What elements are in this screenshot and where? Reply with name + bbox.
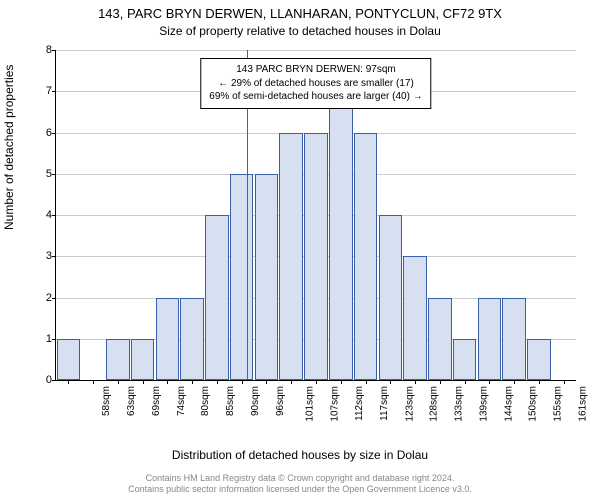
annotation-line-3: 69% of semi-detached houses are larger (… (209, 90, 422, 104)
chart-title-2: Size of property relative to detached ho… (0, 24, 600, 38)
histogram-bar (527, 339, 551, 380)
y-tick: 8 (36, 44, 52, 56)
y-tick: 0 (36, 374, 52, 386)
x-tickmark (316, 380, 317, 384)
histogram-bar (279, 133, 303, 381)
x-tickmark (143, 380, 144, 384)
x-tick: 139sqm (478, 386, 489, 422)
y-axis-label: Number of detached properties (2, 65, 16, 230)
x-tick: 69sqm (151, 386, 162, 416)
histogram-chart: 143, PARC BRYN DERWEN, LLANHARAN, PONTYC… (0, 0, 600, 500)
histogram-bar (230, 174, 254, 380)
x-tickmark (118, 380, 119, 384)
x-tickmark (440, 380, 441, 384)
x-tick: 85sqm (225, 386, 236, 416)
histogram-bar (205, 215, 229, 380)
y-tick: 1 (36, 333, 52, 345)
x-tickmark (564, 380, 565, 384)
histogram-bar (304, 133, 328, 381)
x-tickmark (341, 380, 342, 384)
histogram-bar (131, 339, 155, 380)
x-tick: 112sqm (354, 386, 365, 421)
x-tick: 74sqm (176, 386, 187, 416)
y-tick: 5 (36, 168, 52, 180)
x-tickmark (242, 380, 243, 384)
x-tickmark (539, 380, 540, 384)
y-tick: 7 (36, 85, 52, 97)
histogram-bar (428, 298, 452, 381)
x-tick: 80sqm (200, 386, 211, 416)
histogram-bar (379, 215, 403, 380)
x-tickmark (266, 380, 267, 384)
attribution: Contains HM Land Registry data © Crown c… (0, 473, 600, 496)
histogram-bar (180, 298, 204, 381)
annotation-box: 143 PARC BRYN DERWEN: 97sqm ← 29% of det… (200, 58, 431, 109)
chart-title-1: 143, PARC BRYN DERWEN, LLANHARAN, PONTYC… (0, 6, 600, 21)
attribution-line-1: Contains HM Land Registry data © Crown c… (0, 473, 600, 485)
x-tickmark (415, 380, 416, 384)
x-tick: 150sqm (528, 386, 539, 422)
x-tickmark (390, 380, 391, 384)
y-tick: 2 (36, 292, 52, 304)
attribution-line-2: Contains public sector information licen… (0, 484, 600, 496)
y-tick: 6 (36, 127, 52, 139)
x-tick: 101sqm (305, 386, 316, 422)
x-tickmark (465, 380, 466, 384)
annotation-line-1: 143 PARC BRYN DERWEN: 97sqm (209, 63, 422, 77)
x-tick: 107sqm (330, 386, 341, 422)
histogram-bar (106, 339, 130, 380)
x-tickmark (217, 380, 218, 384)
histogram-bar (453, 339, 477, 380)
x-tick: 155sqm (553, 386, 564, 422)
x-tick: 133sqm (454, 386, 465, 422)
histogram-bar (354, 133, 378, 381)
x-tickmark (68, 380, 69, 384)
histogram-bar (329, 91, 353, 380)
annotation-line-2: ← 29% of detached houses are smaller (17… (209, 77, 422, 91)
x-tick: 90sqm (250, 386, 261, 416)
histogram-bar (255, 174, 279, 380)
x-tickmark (167, 380, 168, 384)
x-tick: 144sqm (503, 386, 514, 422)
histogram-bar (502, 298, 526, 381)
x-tick: 161sqm (577, 386, 588, 422)
x-axis-label: Distribution of detached houses by size … (0, 448, 600, 462)
plot-area: 01234567858sqm63sqm69sqm74sqm80sqm85sqm9… (55, 50, 576, 381)
x-tickmark (291, 380, 292, 384)
x-tickmark (192, 380, 193, 384)
y-tick: 4 (36, 209, 52, 221)
x-tickmark (366, 380, 367, 384)
histogram-bar (156, 298, 180, 381)
histogram-bar (478, 298, 502, 381)
x-tickmark (514, 380, 515, 384)
histogram-bar (57, 339, 81, 380)
x-tickmark (93, 380, 94, 384)
gridline (56, 50, 576, 51)
x-tick: 123sqm (404, 386, 415, 422)
x-tick: 63sqm (126, 386, 137, 416)
y-tick: 3 (36, 250, 52, 262)
x-tick: 96sqm (275, 386, 286, 416)
x-tick: 128sqm (429, 386, 440, 422)
histogram-bar (403, 256, 427, 380)
x-tickmark (489, 380, 490, 384)
x-tick: 117sqm (379, 386, 390, 421)
x-tick: 58sqm (101, 386, 112, 416)
